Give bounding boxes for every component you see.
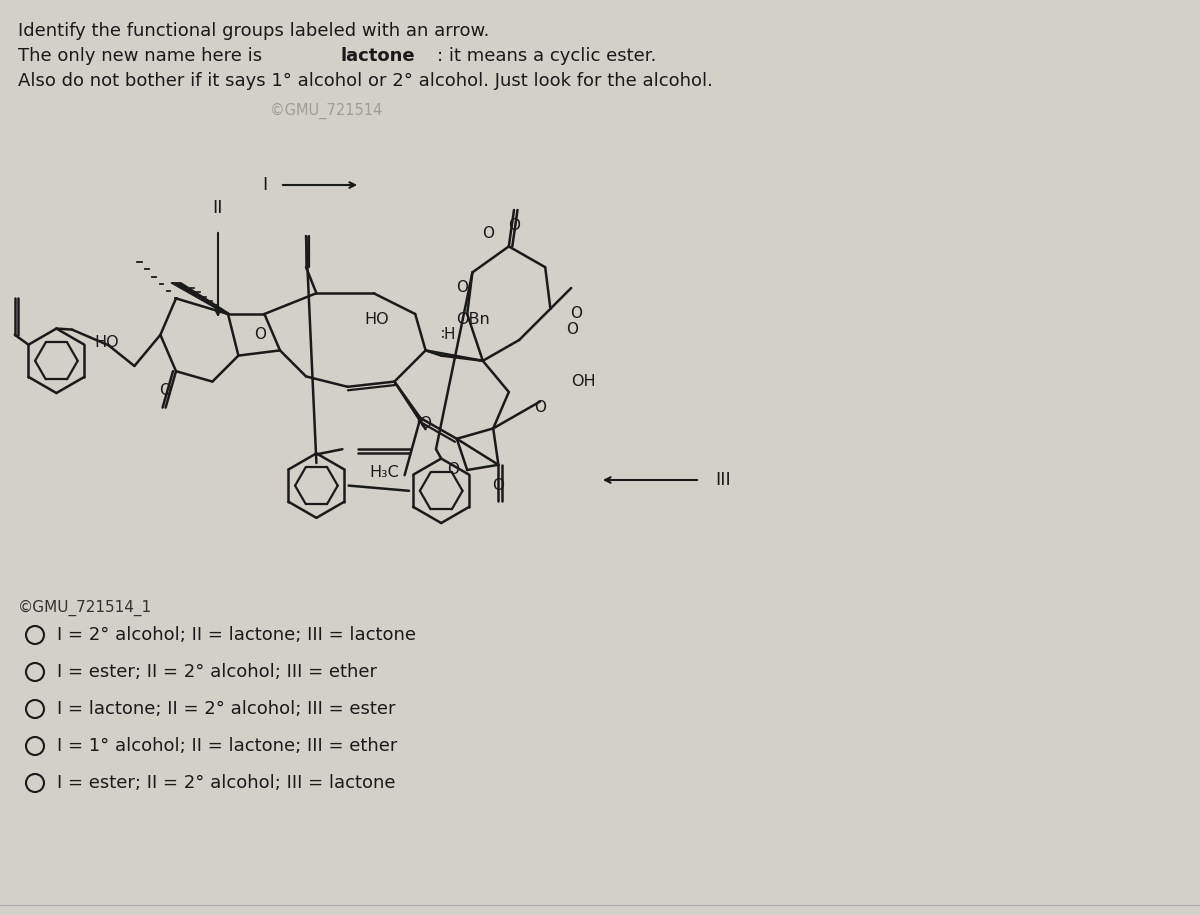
Text: O: O (420, 415, 432, 431)
Text: lactone: lactone (341, 47, 415, 65)
Text: I = ester; II = 2° alcohol; III = ether: I = ester; II = 2° alcohol; III = ether (58, 663, 377, 681)
Text: OBn: OBn (457, 313, 491, 328)
Text: O: O (482, 226, 494, 241)
Text: I: I (263, 176, 268, 194)
Text: O: O (534, 400, 546, 415)
Text: ©GMU_721514_1: ©GMU_721514_1 (18, 600, 152, 616)
Text: I = ester; II = 2° alcohol; III = lactone: I = ester; II = 2° alcohol; III = lacton… (58, 774, 396, 792)
Text: O: O (456, 281, 468, 296)
Text: ∶H: ∶H (442, 328, 456, 342)
Text: O: O (160, 382, 172, 398)
Text: Identify the functional groups labeled with an arrow.: Identify the functional groups labeled w… (18, 22, 490, 40)
Text: : it means a cyclic ester.: : it means a cyclic ester. (437, 47, 656, 65)
Text: HO: HO (365, 313, 389, 328)
Text: I = 2° alcohol; II = lactone; III = lactone: I = 2° alcohol; II = lactone; III = lact… (58, 626, 416, 644)
Text: H₃C: H₃C (370, 465, 400, 479)
Text: HO: HO (95, 335, 119, 350)
Polygon shape (172, 283, 230, 314)
Text: III: III (715, 471, 731, 489)
Text: I = 1° alcohol; II = lactone; III = ether: I = 1° alcohol; II = lactone; III = ethe… (58, 737, 397, 755)
Text: I = lactone; II = 2° alcohol; III = ester: I = lactone; II = 2° alcohol; III = este… (58, 700, 396, 718)
Text: Also do not bother if it says 1° alcohol or 2° alcohol. Just look for the alcoho: Also do not bother if it says 1° alcohol… (18, 72, 713, 90)
Text: O: O (448, 462, 460, 478)
Text: The only new name here is: The only new name here is (18, 47, 268, 65)
Text: O: O (508, 218, 520, 233)
Text: O: O (254, 328, 265, 342)
Text: OH: OH (571, 374, 595, 389)
Text: O: O (566, 322, 578, 337)
Text: II: II (212, 199, 223, 217)
Text: O: O (570, 307, 582, 321)
Text: ©GMU_721514: ©GMU_721514 (270, 103, 383, 119)
Text: O: O (492, 479, 504, 493)
